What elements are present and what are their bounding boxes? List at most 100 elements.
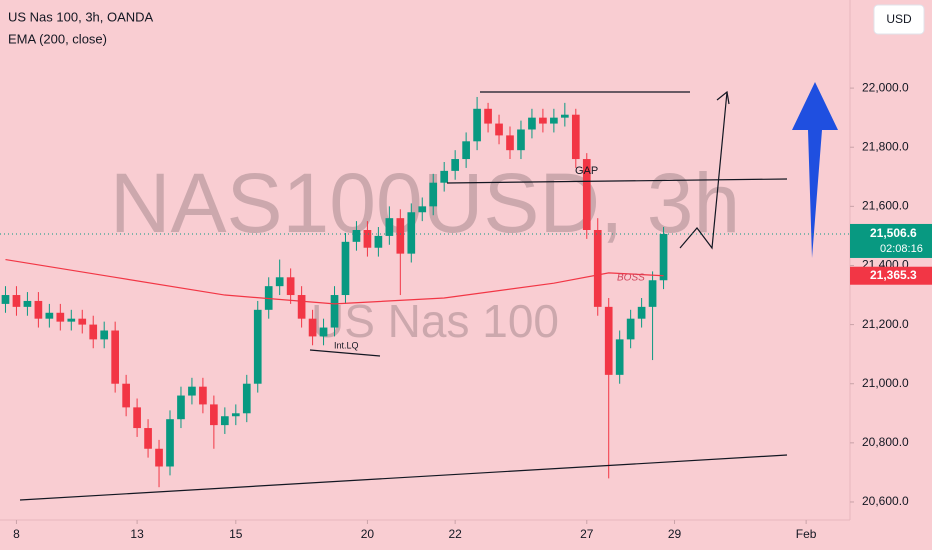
candle-body (199, 386, 207, 405)
candle-body (210, 404, 218, 426)
candle-body (352, 229, 361, 242)
y-tick-label: 20,600.0 (862, 494, 909, 508)
liquidity-line (309, 349, 381, 357)
candle-body (308, 318, 317, 337)
candle-body (319, 327, 328, 337)
candle-body (615, 339, 624, 375)
candle-body (155, 448, 163, 467)
candle-body (396, 218, 405, 254)
candle-body (341, 241, 350, 296)
candle-body (89, 324, 98, 340)
candle-body (23, 300, 32, 307)
candle-body (330, 295, 339, 328)
candle-body (604, 306, 613, 375)
watermark: NAS100USD, 3h (110, 156, 740, 250)
candle-body (363, 229, 372, 248)
indicator-label: EMA (200, close) (8, 31, 107, 46)
candle-body (286, 277, 295, 296)
candle-body (451, 159, 459, 171)
ema-line (5, 258, 664, 305)
candle-body (122, 383, 130, 408)
candle-body (582, 159, 591, 230)
candle-body (626, 318, 635, 340)
currency-button[interactable] (873, 4, 925, 35)
candle-body (385, 218, 394, 236)
candle-body (418, 206, 427, 213)
ema-price-tag (850, 266, 932, 285)
x-tick-label: 8 (13, 527, 20, 541)
candle-body (440, 170, 449, 183)
x-tick-label: 22 (448, 527, 462, 541)
chart-title: US Nas 100, 3h, OANDA (8, 9, 154, 24)
candle-body (407, 212, 416, 254)
projection-path (679, 91, 728, 250)
x-tick-label: 29 (668, 527, 682, 541)
candle-body (484, 108, 492, 124)
candle-body (429, 182, 438, 207)
countdown-label: 02:08:16 (880, 243, 923, 255)
last-price-label: 21,506.6 (870, 226, 917, 240)
plot (1, 96, 668, 488)
candle-body (462, 141, 470, 160)
candle-body (253, 309, 262, 384)
candle-body (166, 419, 174, 467)
y-tick-label: 21,600.0 (862, 199, 909, 213)
candle-body (528, 117, 536, 130)
x-tick-label: 20 (361, 527, 375, 541)
ema-price-label: 21,365.3 (870, 268, 917, 282)
candle-body (275, 277, 284, 287)
candle-body (1, 295, 10, 304)
candle-body (561, 114, 569, 118)
trend-line (19, 454, 788, 501)
liquidity-label: Int.LQ (334, 340, 359, 350)
y-tick-label: 21,200.0 (862, 317, 909, 331)
gap-line (446, 178, 788, 184)
candle-body (637, 306, 646, 319)
candle-body (45, 312, 54, 319)
candle-body (593, 229, 602, 307)
y-tick-label: 22,000.0 (862, 80, 909, 94)
currency-label[interactable]: USD (886, 12, 912, 26)
candle-body (56, 312, 65, 322)
x-tick-label: 13 (130, 527, 144, 541)
candle-body (100, 330, 109, 340)
candle-body (12, 295, 21, 307)
candle-body (297, 295, 306, 319)
candle-body (648, 280, 657, 307)
y-tick-label: 21,800.0 (862, 139, 909, 153)
gap-label: GAP (575, 165, 598, 177)
y-tick-label: 21,000.0 (862, 376, 909, 390)
blue-arrow (792, 82, 838, 258)
candle-body (495, 123, 503, 136)
last-price-tag (850, 223, 932, 258)
candle-body (539, 117, 547, 124)
candle-body (242, 383, 251, 414)
projection-arrowhead (716, 90, 730, 105)
candle-body (188, 386, 196, 396)
boss-label: BOSS (617, 273, 645, 284)
x-tick-label: 15 (229, 527, 243, 541)
candle-body (144, 428, 152, 449)
candle-body (550, 117, 558, 124)
candle-body (133, 407, 141, 429)
candle-body (221, 416, 229, 426)
candle-body (506, 135, 514, 151)
candle-body (659, 233, 668, 281)
candle-body (67, 318, 76, 322)
x-tick-label: Feb (796, 527, 817, 541)
candle-body (111, 330, 119, 384)
candle-body (473, 108, 481, 142)
candle-body (517, 129, 525, 151)
candle-body (374, 235, 383, 248)
x-tick-label: 27 (580, 527, 594, 541)
y-tick-label: 20,800.0 (862, 435, 909, 449)
candle-body (78, 318, 87, 325)
watermark-subtitle: US Nas 100 (311, 295, 559, 347)
candle-body (177, 395, 185, 420)
candle-body (34, 300, 43, 319)
candle-body (231, 413, 240, 417)
candle-body (571, 114, 580, 160)
